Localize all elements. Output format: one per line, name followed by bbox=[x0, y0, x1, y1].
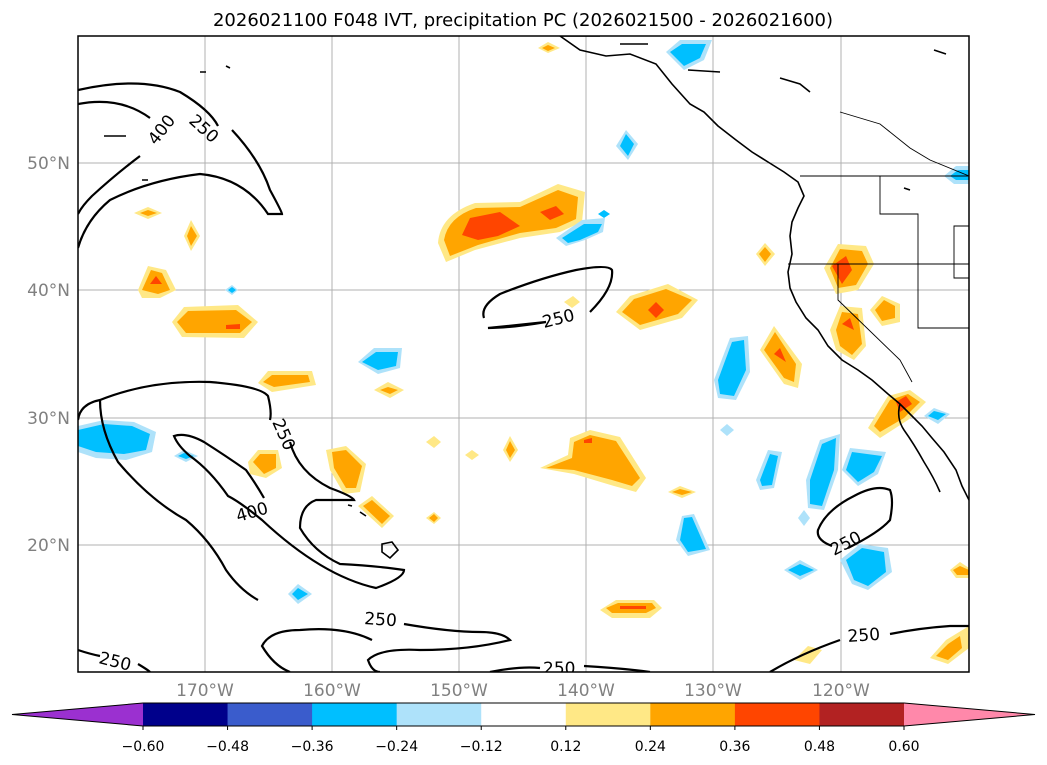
graticule bbox=[78, 36, 969, 672]
colorbar-extend-low bbox=[12, 703, 143, 726]
contour-label-se-250: 250 bbox=[847, 625, 881, 647]
colorbar-tick-label: 0.48 bbox=[804, 739, 835, 755]
figure-title: 2026021100 F048 IVT, precipitation PC (2… bbox=[213, 10, 833, 31]
lon-label: 140°W bbox=[557, 681, 615, 701]
colorbar-tick-label: −0.36 bbox=[291, 739, 334, 755]
colorbar-tick-label: −0.24 bbox=[375, 739, 418, 755]
colorbar-tick-label: 0.60 bbox=[888, 739, 919, 755]
lat-label: 20°N bbox=[27, 536, 70, 556]
contour-label-bottom-250: 250 bbox=[543, 659, 575, 679]
precip-shading bbox=[78, 40, 969, 664]
map-area[interactable]: 400 250 250 250 400 250 250 250 250 250 bbox=[78, 36, 969, 679]
longitude-labels: 170°W 160°W 150°W 140°W 130°W 120°W bbox=[176, 681, 870, 701]
ivt-contours bbox=[78, 82, 969, 672]
colorbar-segment bbox=[227, 703, 313, 726]
colorbar-tick-label: 0.24 bbox=[635, 739, 666, 755]
lon-label: 160°W bbox=[303, 681, 361, 701]
colorbar-segment bbox=[819, 703, 905, 726]
colorbar-segment bbox=[143, 703, 229, 726]
colorbar-segment bbox=[650, 703, 736, 726]
latitude-labels: 50°N 40°N 30°N 20°N bbox=[27, 154, 70, 556]
colorbar-tick-label: 0.36 bbox=[719, 739, 750, 755]
state-borders bbox=[788, 111, 969, 383]
precip-negative-north-central bbox=[556, 218, 605, 246]
contour-label-south-250: 250 bbox=[364, 609, 398, 631]
map-frame bbox=[77, 35, 970, 673]
precip-positive-north-central bbox=[438, 184, 585, 262]
lat-label: 30°N bbox=[27, 409, 70, 429]
lon-label: 150°W bbox=[430, 681, 488, 701]
lat-label: 50°N bbox=[27, 154, 70, 174]
lon-label: 170°W bbox=[176, 681, 234, 701]
colorbar-segment bbox=[565, 703, 651, 726]
colorbar bbox=[11, 702, 1036, 727]
colorbar-segment bbox=[396, 703, 482, 726]
colorbar-extend-high bbox=[904, 703, 1035, 726]
colorbar-segment bbox=[312, 703, 398, 726]
colorbar-tick-label: −0.12 bbox=[460, 739, 503, 755]
lon-label: 130°W bbox=[684, 681, 742, 701]
colorbar-tick-label: −0.60 bbox=[122, 739, 165, 755]
colorbar-segment bbox=[481, 703, 567, 726]
colorbar-tick-label: −0.48 bbox=[206, 739, 249, 755]
lat-label: 40°N bbox=[27, 281, 70, 301]
colorbar-segment bbox=[734, 703, 820, 726]
colorbar-tick-labels: −0.60 −0.48 −0.36 −0.24 −0.12 0.12 0.24 0.36 0.4… bbox=[122, 726, 920, 755]
contour-label-sw-250: 250 bbox=[97, 648, 133, 675]
precip-negative-areas bbox=[78, 40, 969, 604]
colorbar-tick-label: 0.12 bbox=[550, 739, 581, 755]
lon-label: 120°W bbox=[812, 681, 870, 701]
